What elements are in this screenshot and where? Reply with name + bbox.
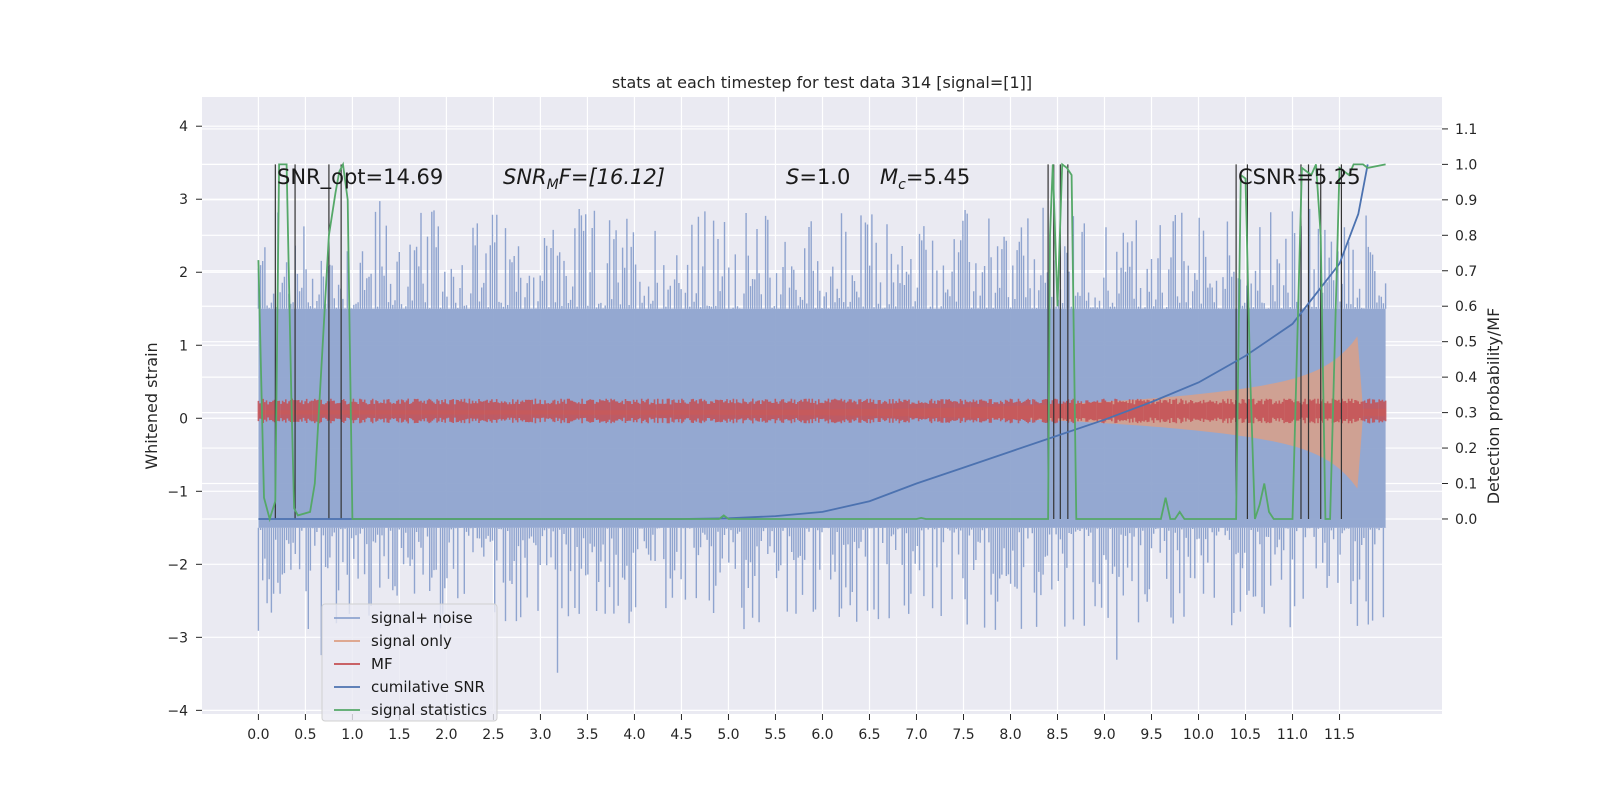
legend-box <box>321 603 498 722</box>
y-tick-label: −3 <box>167 630 188 646</box>
annotation-mc-subscript: c <box>898 177 906 193</box>
x-tick-label: 6.5 <box>858 727 880 743</box>
annotation-mc-symbol: M <box>880 165 898 189</box>
x-tick-label: 4.5 <box>670 727 692 743</box>
series-cumilative-snr <box>258 164 1369 520</box>
x-tick-label: 6.0 <box>811 727 833 743</box>
x-tick-label: 7.5 <box>952 727 974 743</box>
x-tick-label: 5.0 <box>717 727 739 743</box>
y-right-tick-label: 1.1 <box>1455 122 1477 138</box>
x-tick-label: 3.0 <box>529 727 551 743</box>
y-tick-label: 1 <box>179 338 188 354</box>
x-tick-label: 9.5 <box>1140 727 1162 743</box>
annotation-snr-mf-value: F=[16.12] <box>559 165 665 189</box>
x-tick-label: 4.0 <box>623 727 645 743</box>
x-tick-label: 3.5 <box>576 727 598 743</box>
series-layer <box>257 161 1387 673</box>
annotation-snr-mf-symbol: SNR <box>503 165 547 189</box>
x-axis: 0.0 0.5 1.0 1.5 2.0 2.5 3.0 3.5 4.0 4.5 5.0 5.5 6.0 6… <box>247 714 1355 743</box>
chart-title: stats at each timestep for test data 314… <box>612 73 1032 92</box>
y-right-tick-label: 0.9 <box>1455 193 1477 209</box>
annotation-s-symbol: S <box>786 165 799 189</box>
x-tick-label: 10.0 <box>1183 727 1214 743</box>
x-tick-label: 2.0 <box>435 727 457 743</box>
annotation-mc: Mc=5.45 <box>880 165 970 193</box>
y-tick-label: 0 <box>179 411 188 427</box>
y-right-tick-label: 1.0 <box>1455 157 1477 173</box>
annotation-s-value: =1.0 <box>799 165 850 189</box>
legend: signal+ noise signal only MF cumilative SNR… <box>321 603 498 722</box>
x-tick-label: 0.5 <box>294 727 316 743</box>
y-axis-label: Whitened strain <box>142 342 161 469</box>
x-tick-label: 10.5 <box>1230 727 1261 743</box>
x-tick-label: 8.5 <box>1046 727 1068 743</box>
y-tick-label: −4 <box>167 703 188 719</box>
x-tick-label: 9.0 <box>1093 727 1115 743</box>
y-axis-right-label: Detection probability/MF <box>1484 308 1503 505</box>
y-right-tick-label: 0.0 <box>1455 512 1477 528</box>
y-right-tick-label: 0.5 <box>1455 335 1477 351</box>
legend-label: MF <box>371 655 393 673</box>
x-tick-label: 1.5 <box>388 727 410 743</box>
y-right-tick-label: 0.4 <box>1455 370 1477 386</box>
y-right-tick-label: 0.3 <box>1455 406 1477 422</box>
x-tick-label: 8.0 <box>999 727 1021 743</box>
y-right-tick-label: 0.2 <box>1455 441 1477 457</box>
legend-label: signal+ noise <box>371 609 473 627</box>
annotation-mc-value: =5.45 <box>906 165 970 189</box>
series-mf <box>257 398 1387 424</box>
x-tick-label: 2.5 <box>482 727 504 743</box>
y-tick-label: −2 <box>167 557 188 573</box>
x-tick-label: 11.0 <box>1277 727 1308 743</box>
annotation-snr-mf: SNRMF=[16.12] <box>503 165 665 193</box>
y-right-tick-label: 0.7 <box>1455 264 1477 280</box>
y-tick-label: 2 <box>179 265 188 281</box>
annotation-snr-opt: SNR_opt=14.69 <box>277 165 443 190</box>
legend-label: signal only <box>371 632 452 650</box>
x-tick-label: 0.0 <box>247 727 269 743</box>
annotations: SNR_opt=14.69 SNRMF=[16.12] S=1.0 Mc=5.4… <box>277 165 1361 193</box>
x-tick-label: 11.5 <box>1324 727 1355 743</box>
y-tick-label: 3 <box>179 192 188 208</box>
y-right-tick-label: 0.1 <box>1455 477 1477 493</box>
y-right-tick-label: 0.8 <box>1455 228 1477 244</box>
y-axis-right: 1.1 1.0 0.9 0.8 0.7 0.6 0.5 0.4 0.3 0.2 0.1 0.0 <box>1442 122 1477 528</box>
y-tick-label: −1 <box>167 484 188 500</box>
legend-label: signal statistics <box>371 701 487 719</box>
y-axis-left: 4 3 2 1 0 −1 −2 −3 −4 <box>167 119 202 719</box>
legend-label: cumilative SNR <box>371 678 485 696</box>
x-tick-label: 1.0 <box>341 727 363 743</box>
x-tick-label: 5.5 <box>764 727 786 743</box>
series-signal-statistics <box>257 161 1386 523</box>
annotation-snr-mf-subscript: M <box>547 177 559 193</box>
annotation-csnr: CSNR=5.25 <box>1238 165 1361 189</box>
annotation-s: S=1.0 <box>786 165 850 189</box>
y-right-tick-label: 0.6 <box>1455 299 1477 315</box>
x-tick-label: 7.0 <box>905 727 927 743</box>
y-tick-label: 4 <box>179 119 188 135</box>
